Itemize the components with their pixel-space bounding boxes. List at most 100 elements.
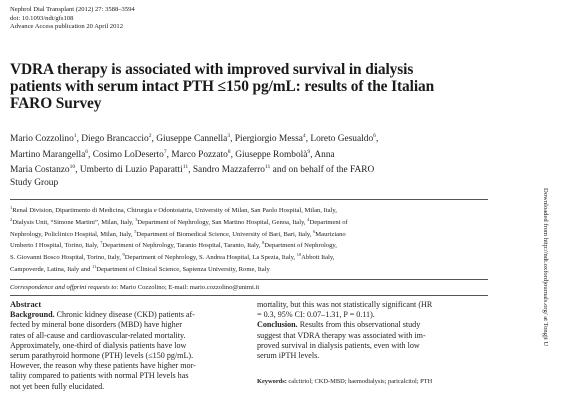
- correspondence: Correspondence and offprint requests to:…: [10, 284, 259, 292]
- abstract-line: Background. Chronic kidney disease (CKD)…: [10, 310, 245, 320]
- abstract-line: proved survival in dialysis patients, ev…: [257, 340, 420, 350]
- abstract-line: not yet been fully elucidated.: [10, 381, 105, 391]
- affiliation-text: Dialysis Unit, “Simone Martini”, Milan, …: [12, 218, 136, 226]
- affiliation-line: Umberto I Hospital, Torino, Italy, 7Depa…: [10, 239, 485, 251]
- divider: [10, 199, 488, 200]
- author-name: , Giuseppe Cannella: [151, 134, 228, 145]
- author-name: Martino Marangella: [10, 149, 86, 160]
- abstract-line: serum iPTH levels.: [257, 351, 320, 361]
- author-name: Mario Cozzolino: [10, 134, 74, 145]
- title-line: patients with serum intact PTH ≤150 pg/m…: [10, 78, 435, 96]
- download-watermark[interactable]: Downloaded from http://ndt.oxfordjournal…: [542, 188, 549, 347]
- affiliation-marker: 9: [307, 148, 311, 155]
- affiliation-text: Abbott Italy,: [301, 254, 335, 262]
- abstract-right-column: mortality, but this was not statisticall…: [257, 300, 492, 361]
- title-line: VDRA therapy is associated with improved…: [10, 61, 414, 78]
- affiliation-text: Umberto I Hospital, Torino, Italy,: [10, 242, 101, 250]
- journal-citation: Nephrol Dial Transplant (2012) 27: 3588–…: [10, 6, 135, 13]
- affiliation-marker: 6: [85, 148, 89, 155]
- affiliation-marker: 3: [227, 133, 231, 139]
- author-name: , Umberto di Luzio Paparatti: [75, 165, 183, 176]
- affiliation-text: Department of Nephrology,: [264, 242, 337, 250]
- abstract-text: Results from this observational study: [297, 320, 421, 330]
- author-line: Martino Marangella6, Cosimo LoDeserto7, …: [10, 146, 510, 162]
- correspondence-contact[interactable]: : Mario Cozzolino; E-mail: mario.cozzoli…: [116, 284, 260, 291]
- abstract-line: However, the reason why these patients h…: [10, 361, 196, 371]
- study-group-text: and on behalf of the FARO: [270, 165, 375, 176]
- article-title: VDRA therapy is associated with improved…: [10, 61, 510, 113]
- affiliation-marker: 7: [100, 240, 103, 246]
- affiliation-line: 1Renal Division, Dipartimento di Medicin…: [10, 204, 485, 216]
- advance-access-line: Advance Access publication 20 April 2012: [10, 23, 123, 31]
- affiliation-marker: 10: [69, 164, 76, 171]
- affiliation-marker: 2: [10, 216, 13, 222]
- affiliation-marker: 11: [92, 263, 97, 269]
- affiliation-marker: 7: [163, 148, 167, 155]
- author-name: , Cosimo LoDeserto: [88, 149, 164, 160]
- section-label-background: Background.: [10, 310, 55, 320]
- affiliation-line: S. Giovanni Bosco Hospital, Torino, Ital…: [10, 251, 485, 263]
- author-name: , Piergiorgio Messa: [230, 134, 303, 145]
- abstract-text: Chronic kidney disease (CKD) patients af…: [54, 310, 195, 320]
- author-separator: ,: [375, 134, 379, 145]
- affiliation-marker: 2: [148, 133, 152, 139]
- affiliation-marker: 6: [373, 133, 376, 139]
- keywords: Keywords: calcitriol; CKD-MBD; haemodial…: [257, 378, 432, 385]
- abstract-heading: Abstract: [10, 300, 42, 309]
- affiliation-line: 2Dialysis Unit, “Simone Martini”, Milan,…: [10, 216, 485, 228]
- author-name: , Loreto Gesualdo: [305, 134, 374, 145]
- author-name: , Marco Pozzato: [166, 149, 228, 160]
- affiliation-marker: 3: [135, 216, 138, 222]
- divider: [10, 279, 488, 280]
- affiliation-marker: 9: [122, 252, 125, 258]
- affiliation-marker: 4: [307, 216, 310, 222]
- affiliation-line: Nephrology, Policlinico Hospital, Milan,…: [10, 228, 485, 240]
- affiliation-text: Department of: [309, 218, 348, 226]
- affiliation-marker: 6: [313, 228, 316, 234]
- affiliation-line: Campoverde, Latina, Italy and 11Departme…: [10, 263, 485, 275]
- abstract-line: Approximately, one-third of dialysis pat…: [10, 340, 187, 350]
- abstract-line: rates of all-cause and cardiovascular-re…: [10, 330, 186, 340]
- abstract-line: suggest that VDRA therapy was associated…: [257, 330, 426, 340]
- abstract-line: tality compared to patients with normal …: [10, 371, 189, 381]
- journal-meta: Nephrol Dial Transplant (2012) 27: 3588–…: [10, 6, 135, 32]
- author-name: Maria Costanzo: [10, 165, 70, 176]
- keywords-list: calcitriol; CKD-MBD; haemodialysis; pari…: [286, 378, 433, 385]
- affiliation-marker: 11: [182, 164, 189, 171]
- affiliation-marker: 10: [296, 252, 302, 258]
- affiliation-text: Department of Nephrology, S. Andrea Hosp…: [124, 254, 297, 262]
- author-list: Mario Cozzolino1, Diego Brancaccio2, Giu…: [10, 130, 510, 189]
- author-name: , Giuseppe Rombolà: [230, 149, 308, 160]
- correspondence-label: Correspondence and offprint requests to: [10, 284, 117, 291]
- affiliation-marker: 8: [262, 240, 265, 246]
- section-label-conclusion: Conclusion.: [257, 320, 298, 330]
- abstract-line: serum parathyroid hormone (PTH) levels (…: [10, 351, 194, 361]
- affiliation-text: Nephrology, Policlinico Hospital, Milan,…: [10, 230, 135, 238]
- author-line: Maria Costanzo10, Umberto di Luzio Papar…: [10, 161, 510, 177]
- affiliation-text: Campoverde, Latina, Italy and: [10, 266, 93, 274]
- author-name: , Anna: [310, 149, 335, 160]
- affiliation-text: Department of Clinical Science, Sapienza…: [96, 266, 270, 274]
- affiliation-marker: 4: [302, 133, 306, 139]
- abstract-left-column: Abstract Background. Chronic kidney dise…: [10, 300, 245, 392]
- affiliation-marker: 1: [73, 133, 77, 139]
- affiliation-text: Department of Nephrology, Taranto Hospit…: [102, 242, 263, 250]
- abstract-line: mortality, but this was not statisticall…: [257, 300, 433, 309]
- keywords-label: Keywords:: [257, 378, 287, 385]
- affiliation-text: Department of Biomedical Science, Univer…: [136, 230, 314, 238]
- author-line: Study Group: [10, 177, 59, 188]
- affiliation-text: Mauriziano: [315, 230, 346, 238]
- author-name: , Diego Brancaccio: [76, 134, 149, 145]
- abstract-line: fected by mineral bone disorders (MBD) h…: [10, 320, 182, 330]
- abstract-line: Conclusion. Results from this observatio…: [257, 320, 492, 330]
- affiliation-marker: 11: [264, 164, 271, 171]
- affiliation-text: Department of Nephrology, San Martino Ho…: [137, 218, 308, 226]
- author-name: , Sandro Mazzaferro: [188, 165, 265, 176]
- doi-line[interactable]: doi: 10.1093/ndt/gfs108: [10, 14, 74, 22]
- abstract-line: = 0.3, 95% CI: 0.07–1.31, P = 0.11).: [257, 310, 375, 320]
- affiliation-marker: 1: [10, 205, 13, 210]
- divider: [10, 295, 488, 296]
- title-line: FARO Survey: [10, 95, 102, 113]
- affiliation-marker: 8: [227, 148, 231, 155]
